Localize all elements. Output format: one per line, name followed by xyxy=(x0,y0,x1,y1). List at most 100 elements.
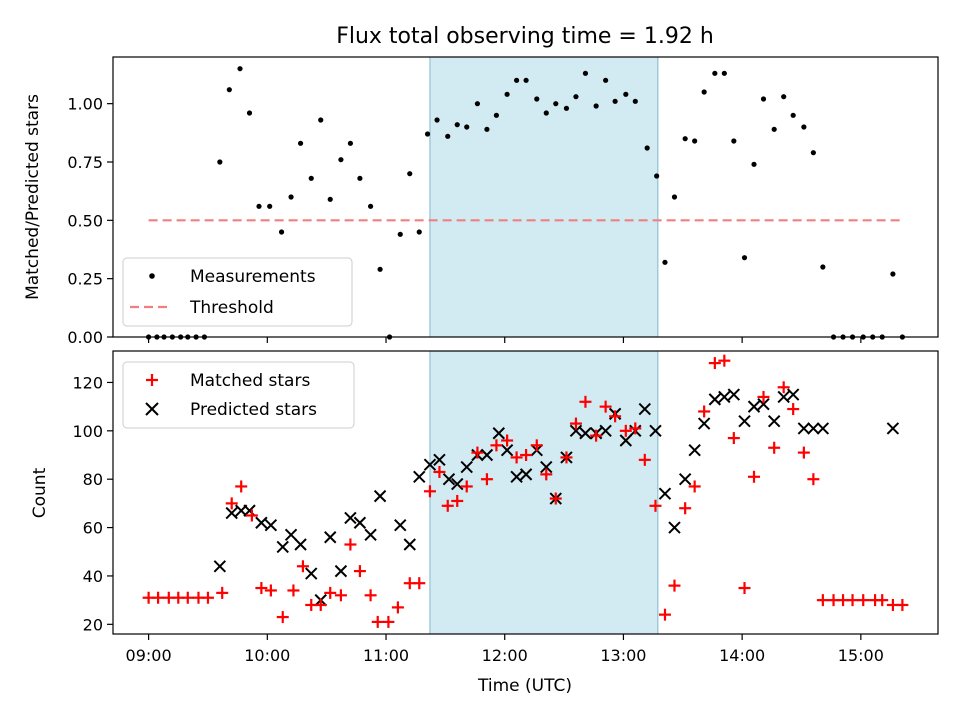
measurement-point xyxy=(573,94,579,100)
predicted-star-point xyxy=(727,388,741,401)
matched-star-point xyxy=(638,453,651,466)
predicted-star-point xyxy=(658,487,672,500)
predicted-star-point xyxy=(344,511,357,525)
predicted-star-point xyxy=(294,538,307,551)
predicted-star-point xyxy=(255,516,268,529)
matched-star-point xyxy=(264,584,277,597)
measurement-point xyxy=(890,271,896,277)
measurement-point xyxy=(692,138,698,144)
top-panel-frame xyxy=(112,56,939,338)
y-tick-label: 20 xyxy=(83,615,103,634)
measurement-point xyxy=(474,101,481,107)
matched-stars-series xyxy=(142,354,909,628)
top-panel: 0.00 0.25 0.50 0.75 1.00 Matched/Predicted s… xyxy=(23,56,939,347)
bottom-panel-shaded-span xyxy=(429,350,659,635)
predicted-star-point xyxy=(394,518,407,532)
top-y-axis: 0.00 0.25 0.50 0.75 1.00 xyxy=(67,95,113,347)
matched-star-point xyxy=(708,357,721,370)
matched-star-point xyxy=(225,497,238,510)
legend-measurements-marker xyxy=(149,273,155,279)
measurement-point xyxy=(582,70,589,76)
matched-star-point xyxy=(460,480,473,493)
matched-star-point xyxy=(748,470,761,483)
matched-star-point xyxy=(423,485,436,498)
predicted-star-point xyxy=(276,540,289,554)
bottom-legend-box xyxy=(122,361,355,429)
predicted-star-point xyxy=(886,422,900,435)
matched-star-point xyxy=(245,509,258,522)
measurement-point xyxy=(397,231,403,237)
measurement-point xyxy=(424,131,431,137)
predicted-star-point xyxy=(243,504,256,517)
predicted-star-point xyxy=(423,458,437,471)
x-tick-label: 11:00 xyxy=(363,646,409,665)
predicted-star-point xyxy=(718,390,731,404)
x-tick-label: 12:00 xyxy=(482,646,528,665)
measurement-point xyxy=(593,103,599,109)
legend-predicted-label: Predicted stars xyxy=(190,400,317,420)
bottom-y-axis-label: Count xyxy=(30,467,50,518)
predicted-star-point xyxy=(777,390,790,404)
measurement-point xyxy=(741,255,748,261)
predicted-star-point xyxy=(619,434,633,447)
measurement-point xyxy=(484,126,490,132)
matched-star-point xyxy=(391,601,404,614)
measurement-point xyxy=(308,175,314,181)
measurement-point xyxy=(790,112,796,118)
matched-star-point xyxy=(201,591,214,604)
measurement-point xyxy=(278,229,285,235)
matched-star-point xyxy=(658,608,671,621)
matched-star-point xyxy=(152,591,165,604)
y-tick-label: 0.50 xyxy=(67,211,103,230)
predicted-star-point xyxy=(668,521,681,534)
bottom-panel-frame xyxy=(112,350,939,635)
matched-star-point xyxy=(510,451,523,464)
matched-star-point xyxy=(530,439,543,452)
measurement-point xyxy=(217,159,223,165)
y-tick-label: 100 xyxy=(72,422,103,441)
predicted-star-point xyxy=(519,468,533,481)
matched-star-point xyxy=(560,451,573,464)
predicted-star-point xyxy=(403,538,416,551)
measurement-point xyxy=(246,110,253,116)
measurement-point xyxy=(367,203,374,209)
matched-star-point xyxy=(738,582,751,595)
matched-star-point xyxy=(757,390,770,403)
predicted-star-point xyxy=(451,477,464,491)
y-tick-label: 0.00 xyxy=(67,328,103,347)
matched-star-point xyxy=(413,577,426,590)
matched-star-point xyxy=(344,538,357,551)
measurement-point xyxy=(318,117,324,123)
predicted-star-point xyxy=(225,506,238,520)
predicted-star-point xyxy=(324,531,337,544)
y-tick-label: 40 xyxy=(83,567,103,586)
matched-star-point xyxy=(471,446,484,459)
measurement-point xyxy=(662,259,668,265)
top-legend: Measurements Threshold xyxy=(122,257,353,327)
measurement-point xyxy=(721,70,727,76)
matched-star-point xyxy=(668,579,681,592)
matched-star-point xyxy=(599,400,612,413)
measurement-point xyxy=(357,175,363,181)
matched-star-point xyxy=(846,594,859,607)
measurement-point xyxy=(416,229,422,235)
measurement-point xyxy=(327,196,333,202)
measurement-point xyxy=(377,266,383,272)
measurement-point xyxy=(820,264,826,270)
predicted-star-point xyxy=(797,422,811,435)
matched-star-point xyxy=(787,403,800,416)
matched-star-point xyxy=(287,584,300,597)
measurement-point xyxy=(682,136,688,142)
predicted-star-point xyxy=(492,427,505,440)
predicted-star-point xyxy=(638,402,652,416)
matched-star-point xyxy=(718,354,731,367)
bottom-legend: Matched stars Predicted stars xyxy=(122,361,355,429)
figure-title: Flux total observing time = 1.92 h xyxy=(336,24,714,49)
predicted-star-point xyxy=(708,393,722,406)
measurement-point xyxy=(731,138,737,144)
measurement-point xyxy=(771,126,777,132)
matched-star-point xyxy=(609,410,622,423)
matched-star-point xyxy=(649,499,662,512)
bottom-y-axis: 20 40 60 80 100 120 xyxy=(72,373,113,634)
y-tick-label: 0.25 xyxy=(67,270,103,289)
